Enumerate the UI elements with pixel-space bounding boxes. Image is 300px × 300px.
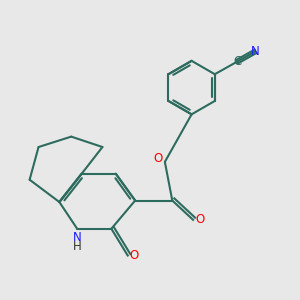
Text: N: N: [251, 45, 260, 58]
Text: H: H: [73, 239, 82, 253]
Text: O: O: [154, 152, 163, 165]
Text: O: O: [195, 213, 204, 226]
Text: N: N: [73, 231, 82, 244]
Text: O: O: [130, 249, 139, 262]
Text: C: C: [233, 55, 241, 68]
